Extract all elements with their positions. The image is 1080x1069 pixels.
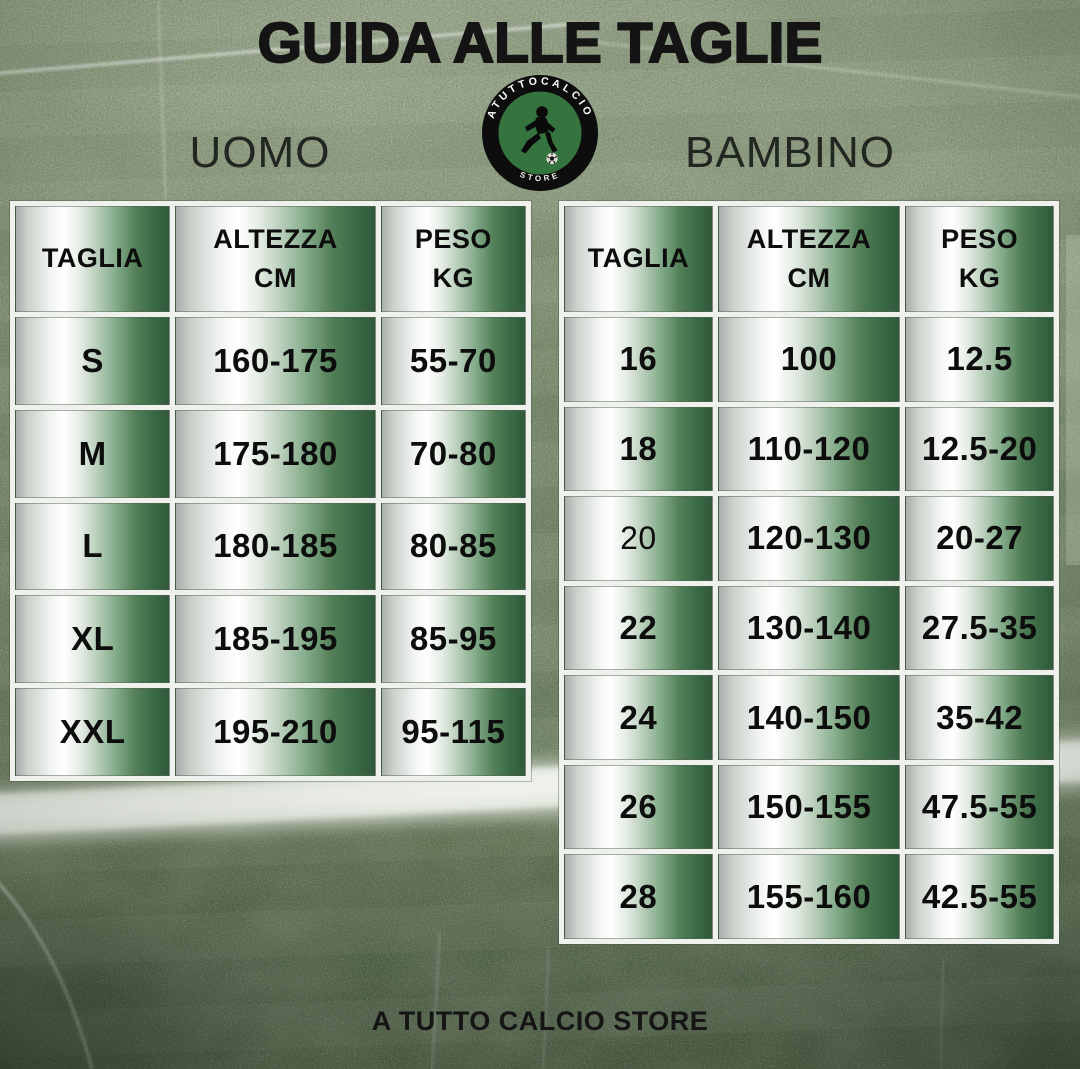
cell-peso: 95-115 (380, 688, 526, 776)
cell-taglia: S (15, 317, 171, 405)
cell-taglia: 26 (564, 764, 713, 850)
cell-taglia: L (15, 502, 171, 591)
section-label-bambino: BAMBINO (685, 128, 895, 177)
cell-altezza: 140-150 (717, 675, 901, 760)
size-table-uomo: TAGLIA ALTEZZA CM PESO KG S 160-175 55-70 M 175-1… (10, 201, 531, 781)
cell-taglia: 28 (564, 854, 713, 939)
cell-taglia: XL (15, 595, 171, 684)
cell-altezza: 100 (717, 317, 901, 402)
section-label-uomo: UOMO (189, 128, 331, 177)
cell-peso: 85-95 (380, 595, 526, 684)
cell-taglia: M (15, 409, 171, 498)
cell-taglia: 18 (564, 406, 713, 492)
cell-peso: 12.5 (905, 317, 1054, 402)
cell-altezza: 130-140 (717, 585, 901, 671)
cell-peso: 70-80 (380, 409, 526, 498)
header-cell-altezza: ALTEZZA CM (717, 206, 901, 312)
cell-altezza: 150-155 (717, 764, 901, 850)
size-table-bambino: TAGLIA ALTEZZA CM PESO KG 16 100 12.5 18 110-120 1… (559, 201, 1059, 944)
cell-altezza: 175-180 (175, 409, 376, 498)
cell-altezza: 155-160 (717, 854, 901, 939)
header-cell-altezza: ALTEZZA CM (175, 206, 376, 312)
cell-peso: 27.5-35 (905, 585, 1054, 671)
cell-altezza: 180-185 (175, 502, 376, 591)
cell-altezza: 185-195 (175, 595, 376, 684)
cell-taglia: 16 (564, 317, 713, 402)
header-cell-peso: PESO KG (905, 206, 1054, 312)
soccer-ball-icon (546, 152, 558, 165)
cell-peso: 20-27 (905, 496, 1054, 581)
cell-peso: 80-85 (380, 502, 526, 591)
cell-altezza: 195-210 (175, 688, 376, 776)
header-cell-taglia: TAGLIA (564, 206, 713, 312)
header-cell-taglia: TAGLIA (15, 206, 171, 312)
cell-peso: 35-42 (905, 675, 1054, 760)
cell-altezza: 120-130 (717, 496, 901, 581)
cell-altezza: 160-175 (175, 317, 376, 405)
cell-peso: 42.5-55 (905, 854, 1054, 939)
cell-peso: 55-70 (380, 317, 526, 405)
cell-peso: 47.5-55 (905, 764, 1054, 850)
cell-taglia: XXL (15, 688, 171, 776)
cell-peso: 12.5-20 (905, 406, 1054, 492)
cell-taglia: 22 (564, 585, 713, 671)
footer-store-name: A TUTTO CALCIO STORE (371, 1006, 709, 1036)
cell-taglia: 24 (564, 675, 713, 760)
store-logo: ATUTTOCALCIO STORE (482, 75, 598, 191)
cell-taglia: 20 (564, 496, 713, 581)
header-cell-peso: PESO KG (380, 206, 526, 312)
cell-altezza: 110-120 (717, 406, 901, 492)
